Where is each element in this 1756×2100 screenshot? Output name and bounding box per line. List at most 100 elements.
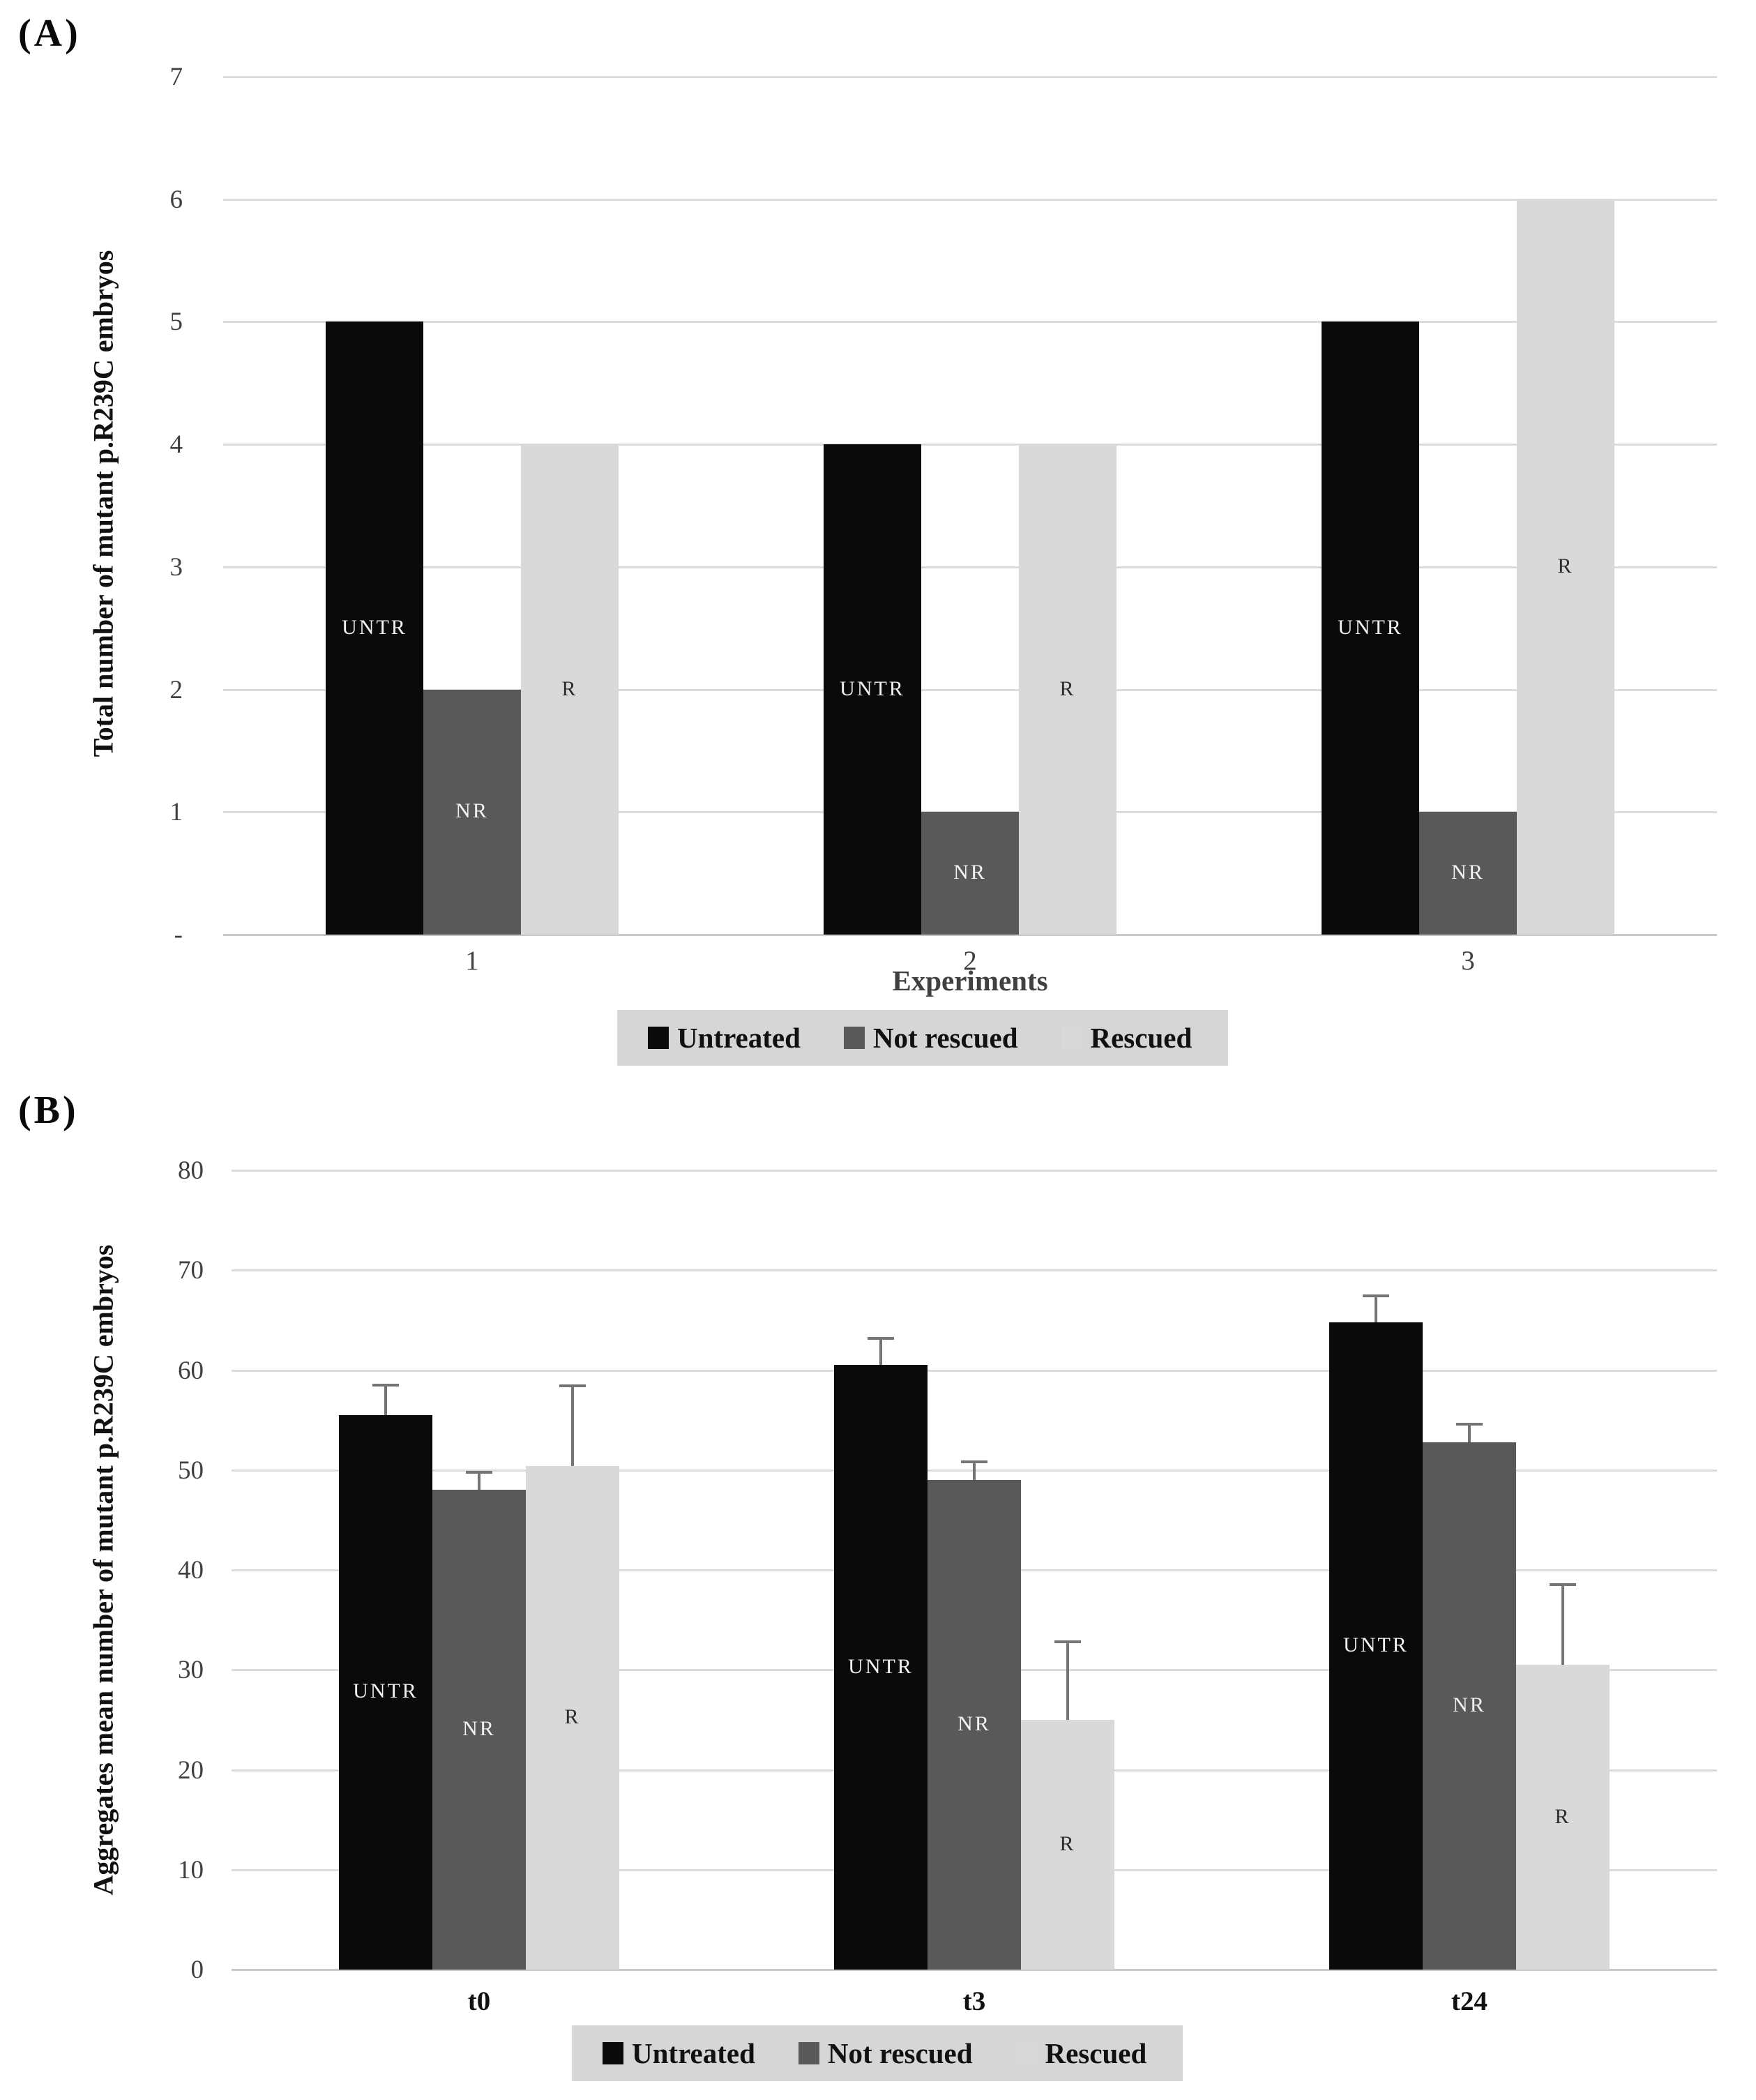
y-tick-label: 10: [178, 1855, 204, 1884]
legend-swatch-rescued: [1061, 1027, 1082, 1049]
y-tick-label: 0: [190, 1956, 204, 1984]
bar-label: R: [564, 1705, 581, 1728]
legend-item: Rescued: [1015, 2037, 1147, 2070]
panel-b-plot-area: UNTR NR R UNTR NR R UNTR NR R: [232, 1170, 1717, 1971]
bar-r-1: R: [521, 444, 619, 935]
grid-line: [223, 321, 1717, 324]
bar-r-t0: R: [526, 1466, 619, 1970]
legend-label: Untreated: [677, 1022, 801, 1054]
y-tick-label: 7: [169, 63, 183, 91]
legend-item: Rescued: [1061, 1021, 1193, 1055]
y-tick-label: 20: [178, 1755, 204, 1785]
bar-label: R: [1059, 677, 1076, 700]
legend-swatch-not-rescued: [798, 2042, 819, 2064]
bar-r-3: R: [1517, 199, 1614, 935]
grid-line: [223, 688, 1717, 691]
error-bar-cap: [868, 1336, 894, 1340]
error-bar-cap: [961, 1460, 987, 1464]
error-bar-stem: [384, 1384, 387, 1415]
x-category-label: t24: [1451, 1986, 1488, 2016]
y-tick-label: 60: [178, 1356, 204, 1385]
error-bar-cap: [466, 1470, 492, 1474]
error-bar-cap: [559, 1384, 586, 1388]
bar-label: R: [1554, 1804, 1571, 1828]
y-tick-label: 70: [178, 1256, 204, 1285]
bar-untr-1: UNTR: [326, 322, 423, 935]
bar-r-t24: R: [1516, 1665, 1610, 1970]
error-bar-stem: [879, 1338, 882, 1366]
legend-item: Not rescued: [843, 1021, 1018, 1055]
bar-label: R: [1557, 554, 1574, 577]
panel-a-legend: Untreated Not rescued Rescued: [617, 1010, 1229, 1066]
y-tick-label: 2: [169, 675, 183, 704]
grid-line: [223, 198, 1717, 201]
bar-label: UNTR: [1343, 1633, 1409, 1656]
bar-nr-2: NR: [921, 812, 1019, 935]
y-tick-label: 30: [178, 1656, 204, 1685]
y-tick-label: 4: [169, 430, 183, 460]
error-bar-cap: [1550, 1583, 1576, 1587]
error-bar-stem: [571, 1386, 574, 1466]
bar-nr-t0: NR: [432, 1490, 526, 1970]
bar-label: NR: [953, 861, 987, 884]
grid-line: [232, 1269, 1717, 1272]
bar-label: NR: [1453, 1693, 1486, 1716]
legend-swatch-rescued: [1015, 2042, 1037, 2064]
y-tick-label: 1: [169, 798, 183, 827]
legend-label: Rescued: [1045, 2037, 1147, 2069]
grid-line: [232, 1170, 1717, 1172]
x-axis-line: [223, 934, 1717, 936]
bar-untr-t0: UNTR: [339, 1414, 432, 1970]
panel-a-x-axis-title: Experiments: [892, 965, 1048, 997]
bar-untr-t3: UNTR: [834, 1365, 928, 1970]
legend-swatch-untreated: [603, 2042, 623, 2064]
grid-line: [223, 76, 1717, 78]
error-bar-cap: [372, 1383, 399, 1387]
legend-item: Not rescued: [798, 2037, 973, 2070]
error-bar-stem: [1375, 1296, 1377, 1322]
bar-label: UNTR: [353, 1679, 418, 1703]
bar-label: UNTR: [1338, 615, 1403, 639]
legend-label: Untreated: [632, 2037, 755, 2069]
bar-untr-t24: UNTR: [1329, 1322, 1423, 1970]
legend-item: Untreated: [603, 2037, 755, 2070]
legend-swatch-not-rescued: [843, 1027, 865, 1049]
bar-label: NR: [958, 1712, 991, 1736]
grid-line: [223, 566, 1717, 568]
bar-r-t3: R: [1021, 1719, 1114, 1970]
panel-b-label: (B): [18, 1089, 79, 1132]
legend-swatch-untreated: [648, 1027, 669, 1049]
error-bar-cap: [1054, 1640, 1081, 1644]
bar-label: UNTR: [342, 615, 407, 639]
bar-label: NR: [455, 799, 489, 823]
panel-b-legend: Untreated Not rescued Rescued: [572, 2025, 1183, 2081]
y-tick-label: 5: [169, 308, 183, 337]
bar-nr-t24: NR: [1423, 1442, 1516, 1970]
error-bar-cap: [1456, 1422, 1483, 1426]
error-bar-stem: [1468, 1423, 1471, 1442]
grid-line: [232, 1369, 1717, 1372]
panel-a-label: (A): [18, 12, 81, 55]
bar-label: UNTR: [840, 677, 905, 700]
y-tick-label: 50: [178, 1456, 204, 1485]
y-tick-label: 3: [169, 552, 183, 582]
y-tick-label: -: [174, 921, 183, 949]
bar-nr-t3: NR: [928, 1480, 1021, 1970]
bar-nr-3: NR: [1419, 812, 1517, 935]
legend-item: Untreated: [648, 1021, 801, 1055]
grid-line: [223, 444, 1717, 446]
bar-label: R: [561, 677, 578, 700]
y-tick-label: 40: [178, 1556, 204, 1585]
legend-label: Rescued: [1090, 1022, 1193, 1054]
x-category-label: 1: [465, 946, 479, 976]
y-tick-label: 80: [178, 1156, 204, 1185]
x-category-label: t0: [467, 1986, 491, 2016]
bar-r-2: R: [1019, 444, 1117, 935]
bar-nr-1: NR: [423, 689, 521, 935]
panel-a-plot-area: UNTR NR R UNTR NR R UNTR NR R: [223, 76, 1717, 936]
bar-label: UNTR: [848, 1654, 914, 1678]
x-axis-line: [232, 1969, 1717, 1971]
bar-untr-2: UNTR: [824, 444, 921, 935]
bar-label: R: [1059, 1831, 1076, 1855]
